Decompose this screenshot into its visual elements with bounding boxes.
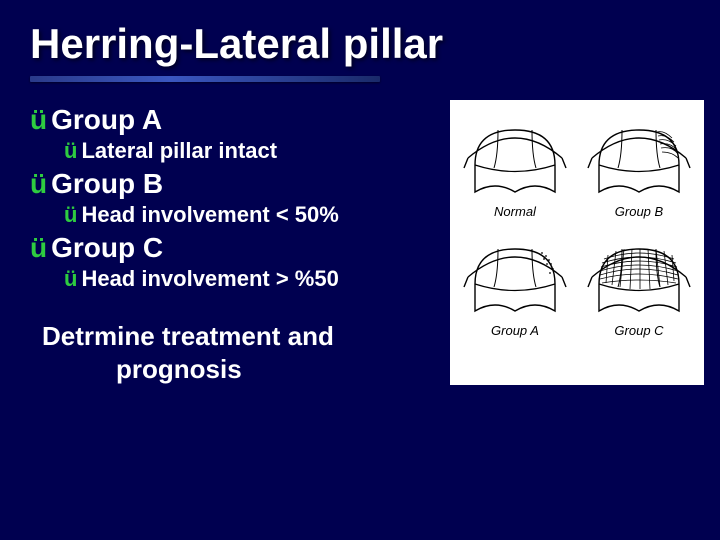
group-c-heading: üGroup C (30, 232, 450, 264)
footer-line-1: Detrmine treatment and (42, 320, 450, 353)
group-c-detail-text: Head involvement > %50 (81, 266, 338, 291)
group-b-label: Group B (51, 168, 163, 199)
femoral-head-icon (460, 229, 570, 319)
check-icon: ü (30, 168, 47, 199)
group-b-detail: üHead involvement < 50% (64, 202, 450, 228)
figure-caption: Group C (580, 323, 698, 338)
group-c-detail: üHead involvement > %50 (64, 266, 450, 292)
check-icon: ü (64, 138, 77, 163)
figure-group-c: Group C (580, 229, 698, 338)
text-column: üGroup A üLateral pillar intact üGroup B… (30, 100, 450, 385)
femoral-head-icon (584, 110, 694, 200)
figure-caption: Group B (580, 204, 698, 219)
femoral-head-icon (584, 229, 694, 319)
footer-text: Detrmine treatment and prognosis (42, 320, 450, 385)
check-icon: ü (30, 104, 47, 135)
group-a-detail: üLateral pillar intact (64, 138, 450, 164)
footer-line-2: prognosis (116, 353, 450, 386)
figure-caption: Group A (456, 323, 574, 338)
figure-group-a: Group A (456, 229, 574, 338)
group-a-detail-text: Lateral pillar intact (81, 138, 277, 163)
check-icon: ü (30, 232, 47, 263)
group-a-label: Group A (51, 104, 162, 135)
femoral-head-icon (460, 110, 570, 200)
figure-caption: Normal (456, 204, 574, 219)
check-icon: ü (64, 202, 77, 227)
group-c-label: Group C (51, 232, 163, 263)
slide: Herring-Lateral pillar üGroup A üLateral… (0, 0, 720, 540)
figure-normal: Normal (456, 110, 574, 219)
figure-group-b: Group B (580, 110, 698, 219)
group-b-detail-text: Head involvement < 50% (81, 202, 338, 227)
content-row: üGroup A üLateral pillar intact üGroup B… (0, 82, 720, 385)
group-a-heading: üGroup A (30, 104, 450, 136)
check-icon: ü (64, 266, 77, 291)
slide-title: Herring-Lateral pillar (0, 0, 720, 76)
group-b-heading: üGroup B (30, 168, 450, 200)
figure-panel: Normal Group B (450, 100, 704, 385)
